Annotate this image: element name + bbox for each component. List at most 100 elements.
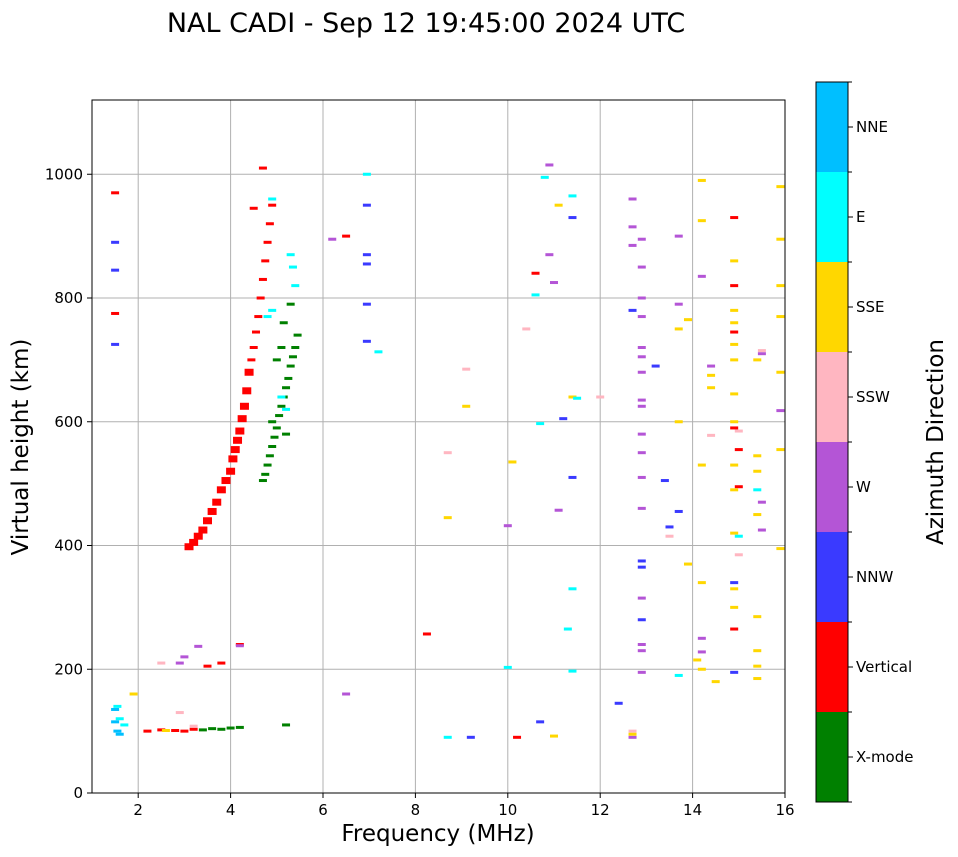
colorbar-tick-label: Vertical [856, 658, 912, 676]
x-tick-label: 2 [133, 801, 143, 819]
echo-point [730, 308, 739, 312]
echo-point [161, 729, 170, 733]
echo-point [272, 426, 281, 430]
echo-point [693, 658, 702, 662]
echo-point [753, 513, 762, 517]
echo-point [730, 426, 739, 430]
x-tick-label: 12 [591, 801, 610, 819]
colorbar-tick-label: SSW [856, 388, 890, 406]
echo-point [374, 350, 383, 354]
echo-point [328, 237, 337, 241]
echo-point [247, 358, 256, 362]
echo-point [776, 409, 785, 413]
echo-point [270, 435, 279, 439]
echo-point [730, 342, 739, 346]
echo-point [637, 346, 646, 349]
series-w [175, 163, 785, 739]
echo-point [707, 433, 716, 437]
echo-point [757, 352, 766, 356]
echo-point [697, 636, 706, 640]
echo-point [258, 277, 267, 281]
echo-point [115, 717, 124, 721]
colorbar-tick-label: NNW [856, 568, 893, 586]
echo-point [235, 725, 244, 729]
y-axis-ticks: 0 200 400 600 800 1000 [45, 165, 92, 802]
echo-point [293, 333, 302, 337]
echo-point [730, 581, 739, 585]
colorbar-segment [816, 442, 848, 532]
echo-point [217, 661, 226, 665]
y-tick-label: 0 [73, 784, 83, 802]
echo-point [466, 735, 475, 739]
echo-point [674, 509, 683, 513]
echo-point [734, 553, 743, 557]
x-tick-label: 16 [775, 801, 794, 819]
echo-point [282, 432, 291, 436]
echo-point [637, 475, 646, 479]
series-nne [111, 707, 124, 736]
echo-point [730, 587, 739, 591]
echo-point [596, 395, 605, 399]
echo-point [545, 253, 554, 257]
echo-point [522, 327, 531, 331]
echo-point [637, 398, 646, 402]
echo-point [550, 734, 558, 738]
echo-point [753, 454, 762, 458]
colorbar-frame [815, 81, 849, 803]
echo-point [573, 396, 582, 400]
echo-point [275, 414, 284, 418]
echo-point [637, 432, 646, 436]
echo-point [189, 538, 199, 546]
echo-point [235, 427, 245, 435]
echo-point [651, 364, 660, 368]
echo-point [637, 643, 646, 646]
echo-point [559, 417, 568, 421]
echo-point [697, 274, 706, 278]
echo-point [111, 707, 120, 711]
echo-point [268, 197, 277, 201]
echo-point [628, 197, 637, 201]
echo-point [753, 677, 762, 681]
echo-point [237, 415, 247, 423]
echo-point [730, 670, 739, 674]
echo-point [194, 644, 203, 648]
echo-point [265, 222, 274, 226]
echo-point [568, 475, 577, 479]
echo-point [282, 407, 291, 411]
echo-point [697, 463, 706, 467]
echo-point [730, 605, 739, 609]
echo-point [443, 735, 452, 739]
x-axis-ticks: 2 4 6 8 10 12 14 16 [133, 793, 795, 819]
echo-point [462, 404, 471, 408]
echo-point [674, 420, 683, 424]
echo-point [757, 349, 766, 353]
echo-point [362, 302, 371, 306]
echo-point [637, 565, 646, 569]
colorbar-segment [816, 172, 848, 262]
echo-point [637, 355, 646, 359]
echo-point [697, 219, 706, 223]
echo-point [291, 346, 300, 349]
echo-point [286, 253, 295, 257]
echo-point [637, 315, 646, 319]
echo-point [637, 596, 646, 600]
x-tick-label: 6 [318, 801, 328, 819]
colorbar-segment [816, 622, 848, 712]
echo-point [531, 271, 540, 275]
echo-point [730, 216, 739, 220]
echo-point [111, 240, 120, 244]
echo-point [730, 330, 739, 334]
series-x-mode [198, 302, 302, 732]
echo-point [180, 655, 189, 659]
echo-point [545, 163, 554, 167]
echo-point [508, 460, 517, 464]
echo-point [256, 296, 265, 300]
colorbar-tick-label: W [856, 478, 871, 496]
echo-point [730, 531, 739, 535]
echo-point [730, 392, 739, 396]
colorbar-segment [816, 532, 848, 622]
y-tick-label: 1000 [45, 165, 83, 183]
echo-point [235, 644, 244, 648]
echo-point [113, 704, 122, 708]
echo-point [261, 259, 270, 263]
